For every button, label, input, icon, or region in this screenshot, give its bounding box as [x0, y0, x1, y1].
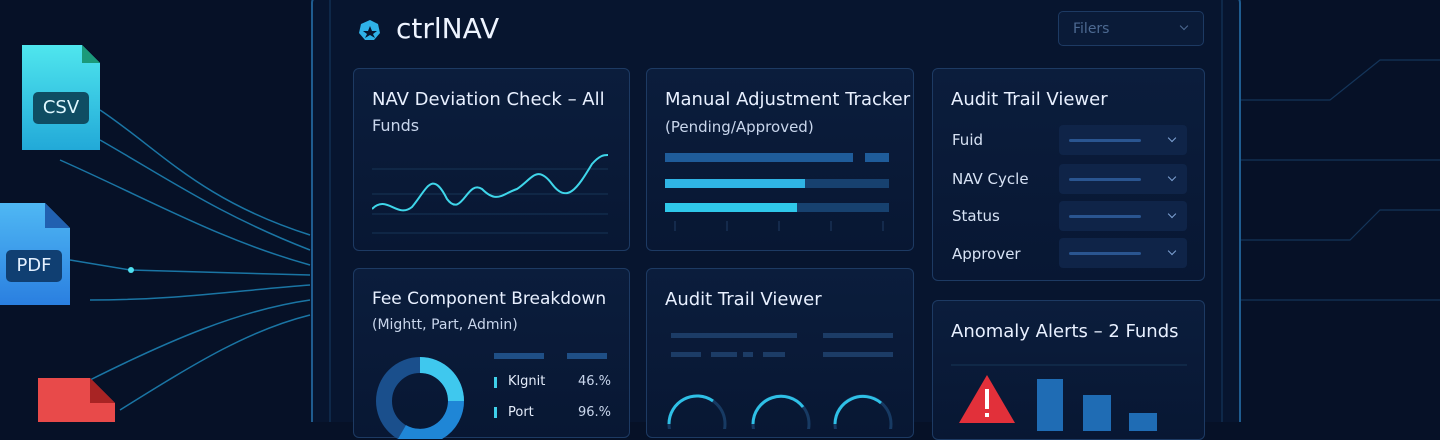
dropdown[interactable]: [1059, 238, 1187, 268]
field-label: NAV Cycle: [952, 170, 1029, 188]
card-title: Audit Trail Viewer: [951, 89, 1108, 110]
field-label: Fuid: [952, 131, 984, 149]
card-subtitle: (Pending/Approved): [665, 118, 814, 136]
line-chart: [372, 154, 609, 234]
file-label: CSV: [42, 97, 80, 118]
legend-name: Klgnit: [508, 374, 546, 389]
card: NAV Deviation Check – All Funds: [353, 68, 630, 251]
dropdown[interactable]: [1059, 164, 1187, 194]
card: Manual Adjustment Tracker (Pending/Appro…: [646, 68, 914, 251]
card-title: NAV Deviation Check – All: [372, 89, 605, 110]
dropdown[interactable]: [1059, 201, 1187, 231]
audit-summary: [667, 333, 893, 429]
field-label: Status: [952, 207, 1000, 225]
card: Audit Trail Viewer Fuid NAV Cycle Status…: [932, 68, 1205, 281]
file-label: PDF: [16, 255, 52, 276]
card-subtitle: Funds: [372, 116, 420, 135]
legend-name: Port: [508, 405, 534, 420]
dropdown[interactable]: [1059, 125, 1187, 155]
filter-label: Filers: [1073, 21, 1110, 37]
legend-value: 96.%: [578, 405, 612, 420]
card-title: Fee Component Breakdown: [372, 289, 607, 309]
card: Audit Trail Viewer: [646, 268, 914, 438]
card-subtitle: (Mightt, Part, Admin): [372, 317, 518, 333]
filter-dropdown[interactable]: Filers: [1058, 11, 1204, 46]
logo: ctrlNAV: [396, 12, 500, 45]
progress-bars: [665, 153, 889, 231]
card: Anomaly Alerts – 2 Funds: [932, 300, 1205, 440]
card-title: Anomaly Alerts – 2 Funds: [951, 321, 1179, 342]
donut-chart: [376, 353, 607, 439]
card-title: Audit Trail Viewer: [665, 289, 822, 310]
anomaly-chart: [951, 364, 1187, 431]
card: Fee Component Breakdown (Mightt, Part, A…: [353, 268, 630, 439]
legend-value: 46.%: [578, 374, 612, 389]
field-label: Approver: [952, 245, 1021, 263]
chevron: [1179, 21, 1189, 31]
page: CSV PDF ctrlNAV Filers NAV Deviation Che…: [0, 0, 1440, 422]
card-title: Manual Adjustment Tracker: [665, 89, 911, 110]
